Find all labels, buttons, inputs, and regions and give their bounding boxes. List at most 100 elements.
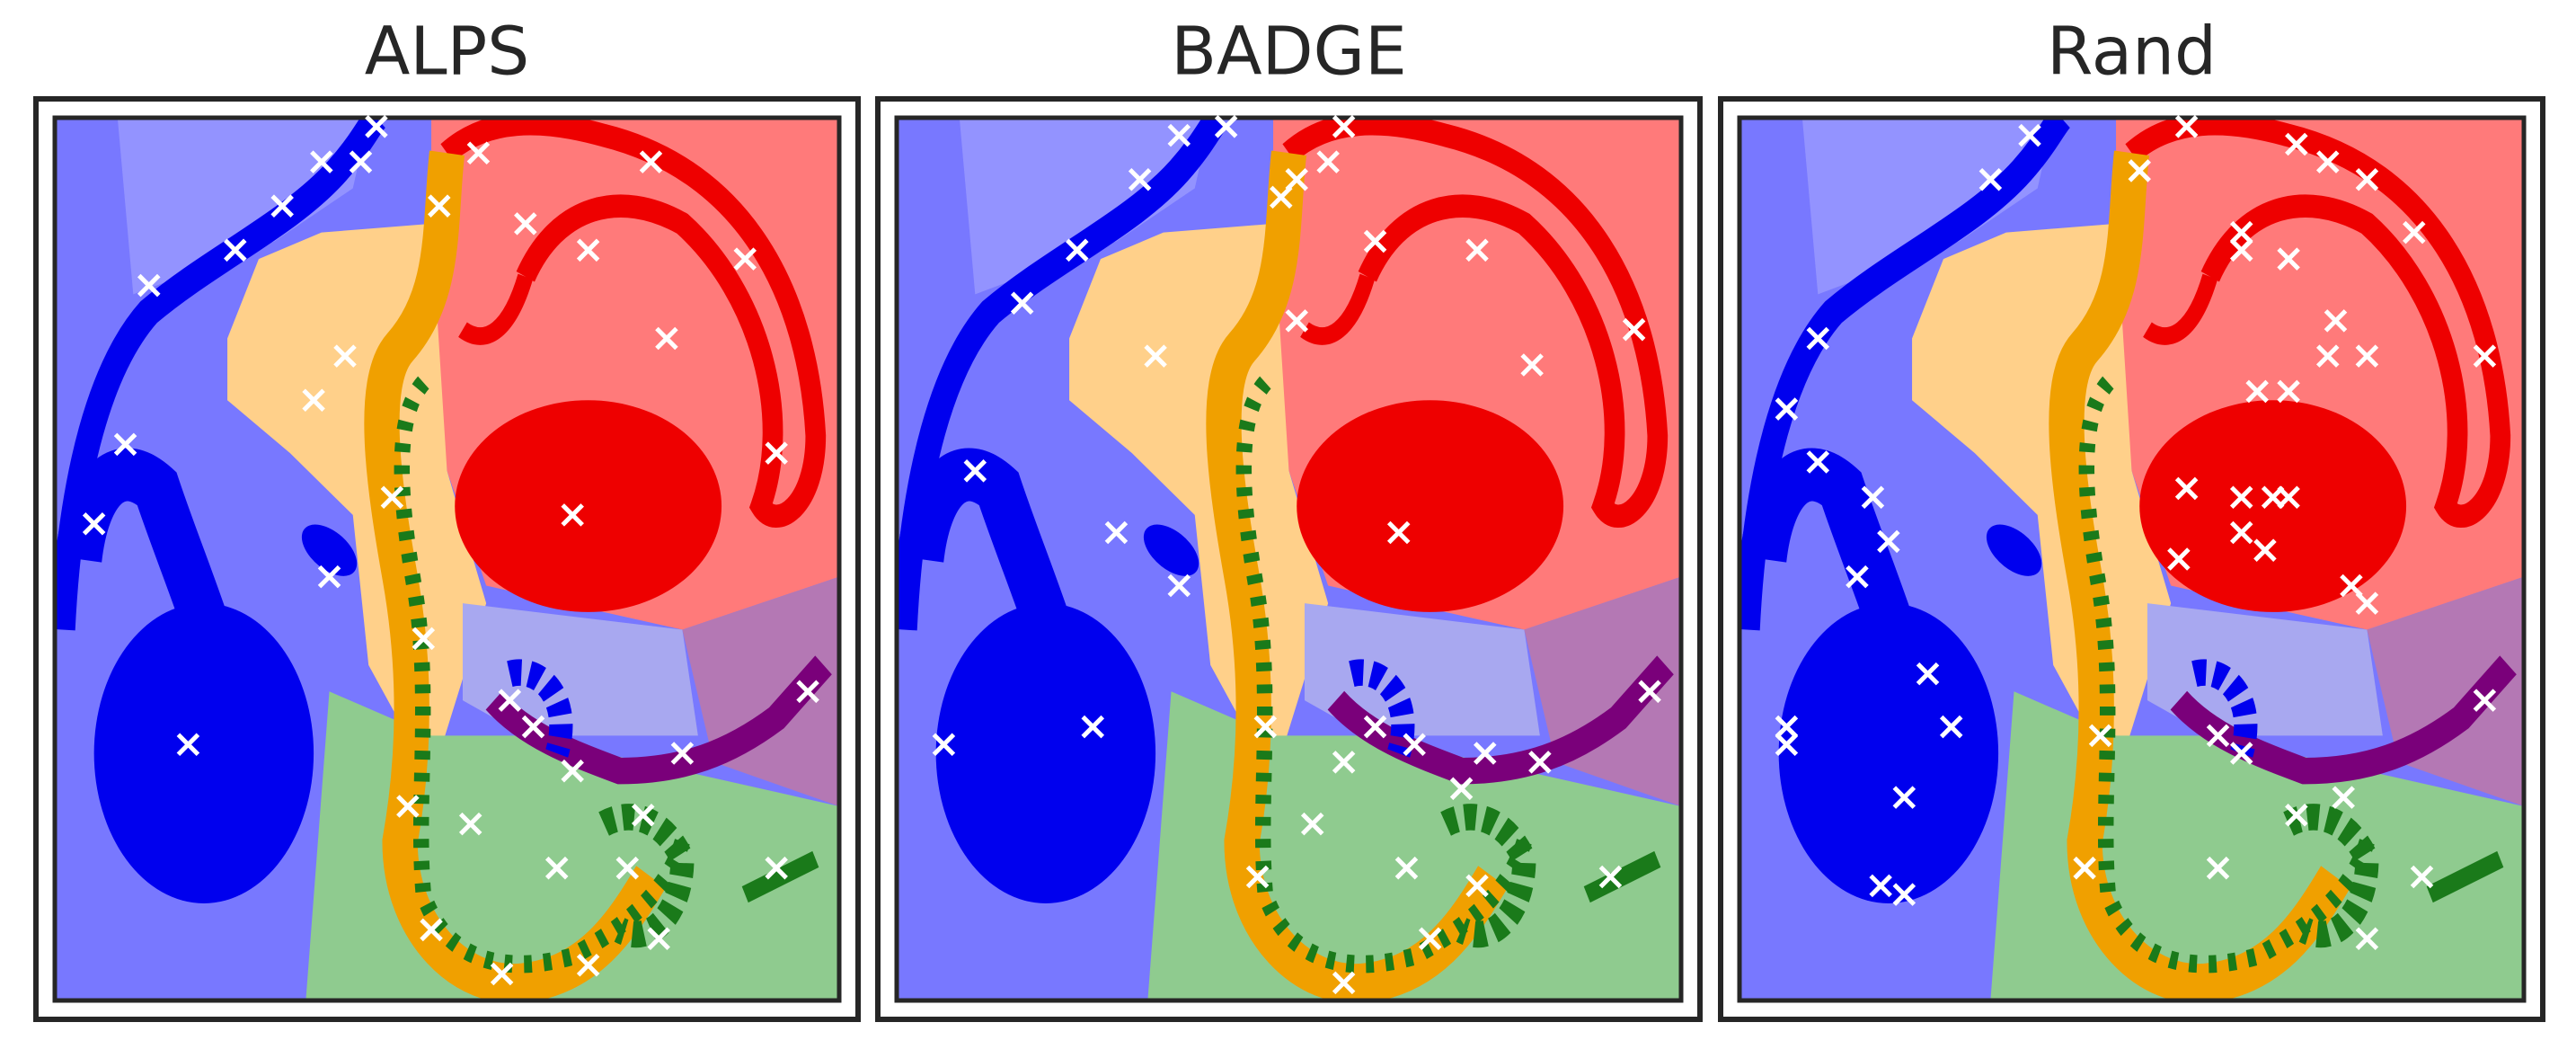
selected-point	[963, 459, 987, 483]
selected-point	[1403, 733, 1426, 756]
selected-point	[1128, 167, 1152, 191]
selected-point	[1892, 883, 1917, 906]
selected-point	[1916, 662, 1940, 686]
selected-point	[1939, 715, 1963, 739]
selected-point	[1332, 115, 1356, 138]
selected-point	[2285, 132, 2308, 156]
selected-point	[1144, 344, 1167, 368]
selected-point	[2229, 520, 2253, 545]
selected-point	[2206, 856, 2230, 880]
selected-point	[1363, 229, 1387, 253]
selected-point	[1520, 353, 1544, 377]
selected-point	[2355, 591, 2379, 615]
selected-point	[932, 733, 956, 756]
selected-point	[1528, 751, 1552, 774]
selected-point	[2315, 150, 2340, 173]
selected-point	[1465, 238, 1489, 262]
selected-point	[428, 194, 451, 218]
selected-point	[396, 795, 420, 818]
decision-background	[55, 118, 839, 1000]
selected-point	[1253, 715, 1278, 739]
selected-point	[521, 715, 545, 739]
selected-point	[647, 927, 670, 951]
selected-point	[2410, 865, 2434, 889]
selected-point	[1010, 291, 1034, 315]
selected-point	[2324, 309, 2348, 333]
selected-point	[2340, 573, 2363, 598]
selected-point	[1386, 520, 1411, 545]
selected-point	[2253, 538, 2277, 562]
selected-point	[1245, 865, 1270, 889]
selected-point	[639, 150, 663, 173]
selected-point	[137, 273, 161, 298]
selected-point	[2355, 344, 2379, 368]
selected-point	[733, 247, 757, 271]
panel-frame	[875, 96, 1703, 1022]
plot-frame	[52, 115, 842, 1003]
selected-point	[2128, 159, 2151, 182]
selected-point	[490, 962, 514, 986]
selected-point	[1806, 450, 1830, 474]
selected-point	[2174, 115, 2199, 138]
selected-point	[2355, 927, 2379, 951]
plot-frame	[894, 115, 1684, 1003]
selected-point	[1167, 573, 1191, 598]
selected-point	[1081, 715, 1105, 739]
selected-point	[1285, 167, 1308, 191]
panel-title: Rand	[2047, 13, 2217, 91]
selected-point	[2174, 476, 2199, 501]
selected-point	[2277, 247, 2300, 271]
selected-point	[2332, 786, 2355, 809]
selected-point	[2073, 856, 2096, 880]
selected-point	[670, 742, 695, 765]
decision-background	[1739, 118, 2524, 1000]
selected-point	[1846, 565, 1869, 589]
selected-point	[349, 150, 373, 173]
selected-point	[2018, 123, 2041, 147]
panel-frame	[33, 96, 861, 1022]
selected-point	[1775, 733, 1799, 756]
selected-point	[1449, 777, 1474, 801]
selected-point	[2229, 238, 2253, 262]
selected-point	[1861, 485, 1885, 510]
selected-point	[1285, 309, 1308, 333]
selected-point	[270, 194, 294, 218]
selected-point	[1300, 812, 1324, 836]
selected-point	[2206, 724, 2230, 748]
selected-point	[544, 856, 569, 880]
plot-frame	[1737, 115, 2527, 1003]
selected-point	[561, 503, 584, 527]
selected-point	[631, 804, 655, 827]
selected-point	[498, 689, 522, 712]
selected-point	[1622, 317, 1646, 342]
selected-point	[1598, 865, 1623, 889]
selected-point	[1465, 874, 1489, 898]
selected-point	[302, 388, 325, 413]
selected-point	[1869, 874, 1892, 898]
selected-point	[365, 115, 388, 138]
selected-point	[1418, 927, 1442, 951]
selected-point	[1394, 856, 1419, 880]
selected-point	[1877, 529, 1900, 554]
selected-point	[655, 326, 678, 351]
selected-point	[1332, 971, 1356, 995]
selected-point	[576, 953, 600, 977]
selected-point	[1892, 786, 1917, 809]
selected-point	[82, 511, 106, 536]
selected-point	[1316, 150, 1340, 173]
selected-point	[310, 150, 333, 173]
decision-background	[897, 118, 1681, 1000]
selected-point	[576, 238, 600, 262]
selected-point	[2277, 379, 2300, 404]
selected-point	[1363, 715, 1387, 739]
selected-point	[2229, 220, 2253, 244]
selected-point	[1775, 397, 1799, 421]
selected-point	[176, 733, 200, 756]
selected-point	[2315, 344, 2340, 368]
selected-point	[1806, 326, 1830, 351]
selected-point	[466, 141, 491, 165]
panel-title: ALPS	[365, 13, 529, 91]
selected-point	[113, 432, 137, 457]
